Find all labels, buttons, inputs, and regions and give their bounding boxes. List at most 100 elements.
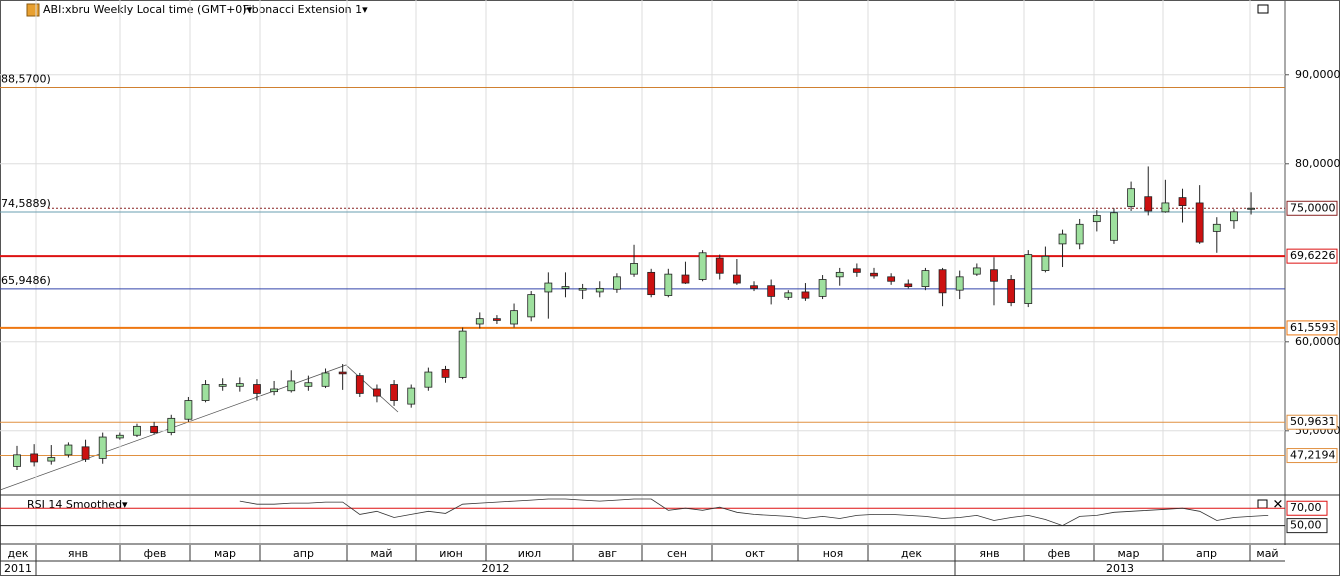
month-label: авг [598,547,617,560]
month-label: дек [7,547,28,560]
candle-body [390,384,398,401]
candle-body [664,273,673,296]
level-label-box [1286,200,1338,216]
candle-body [355,375,364,394]
candle-body [801,291,810,299]
study-title[interactable]: Fibonacci Extension 1▾ [243,3,368,16]
candle-body [1144,196,1153,212]
candle-body [133,425,141,436]
candle-body [150,425,159,433]
candle-body [13,454,21,467]
candle-body [1195,202,1204,243]
maximize-button[interactable] [1257,4,1269,14]
candle-body [1161,202,1170,213]
month-label: апр [1196,547,1217,560]
month-label: фев [1048,547,1071,560]
symbol-title[interactable]: ABI:xbru Weekly Local time (GMT+0)▾ [43,3,253,16]
candle-body [835,271,844,278]
candle-body [630,263,638,275]
candle-body [681,274,690,284]
month-label: апр [293,547,314,560]
candle-body [270,388,279,393]
y-tick-label: 80,0000 [1295,157,1340,170]
candle-body [647,271,656,296]
level-label-box [1286,448,1338,464]
candle-body [1110,212,1118,241]
candle-body [938,269,947,294]
candle-body [81,446,90,460]
rsi-title: RSI 14 Smoothed▾ [27,498,128,511]
month-label: сен [667,547,687,560]
candle-body [972,267,981,275]
candle-body [407,387,416,405]
candle-body [715,257,724,274]
candle-body [732,274,741,284]
candle-body [201,384,210,401]
year-label: 2013 [1106,562,1134,575]
month-label: мар [214,547,236,560]
candle-body [870,272,878,277]
candle-body [595,287,604,293]
level-label: 65,9486) [1,274,51,287]
candle-body [852,268,861,273]
y-tick-label: 90,0000 [1295,68,1340,81]
symbol-icon[interactable] [26,3,40,17]
candle-body [1212,223,1221,232]
level-label: 61,5593 [1290,321,1336,334]
month-label: мар [1117,547,1139,560]
candle-body [561,286,570,289]
candle-body [167,417,176,433]
candle-body [338,371,347,375]
candle-body [1247,207,1255,210]
level-label: 69,6226 [1290,249,1336,262]
candle-body [115,434,124,439]
candle-body [218,384,227,387]
month-label: июл [518,547,541,560]
candle-body [750,285,758,289]
candle-body [1041,255,1050,271]
candle-body [304,382,313,387]
level-label: 74,5889) [1,197,51,210]
level-label-box [1286,248,1338,264]
level-label: 50,9631 [1290,415,1336,428]
month-label: окт [745,547,765,560]
candle-body [990,269,998,282]
rsi-label-box [1286,500,1328,516]
rsi-label-box [1286,518,1328,534]
candle-body [510,310,518,325]
month-label: ноя [823,547,844,560]
level-label: 88,5700) [1,72,51,85]
candle-body [98,436,107,459]
candle-body [424,371,433,388]
level-label: 75,0000 [1290,201,1336,214]
rsi-level-label: 50,00 [1290,519,1322,532]
close-button[interactable]: ✕ [1273,498,1284,513]
level-label-box [1286,414,1338,430]
month-label: дек [901,547,922,560]
candle-body [493,318,501,321]
candle-body [184,400,193,420]
y-tick-label: 60,0000 [1295,335,1340,348]
rsi-line [239,498,1269,527]
candle-body [1024,254,1033,304]
candle-body [1075,223,1084,245]
candle-body [1092,215,1101,223]
candle-body [475,318,484,325]
month-label: янв [68,547,88,560]
candle-body [441,368,450,378]
level-label-box [1286,320,1338,336]
candle-body [578,287,587,291]
candle-body [47,457,56,462]
candle-body [1178,197,1187,207]
candle-body [287,380,296,392]
candle-body [904,283,913,288]
month-label: июн [439,547,463,560]
month-label: май [370,547,392,560]
candle-body [1127,188,1135,207]
candle-body [767,285,776,297]
candle-body [921,270,930,288]
candle-body [1230,211,1238,222]
year-label: 2011 [4,562,32,575]
level-label: 47,2194 [1290,449,1336,462]
